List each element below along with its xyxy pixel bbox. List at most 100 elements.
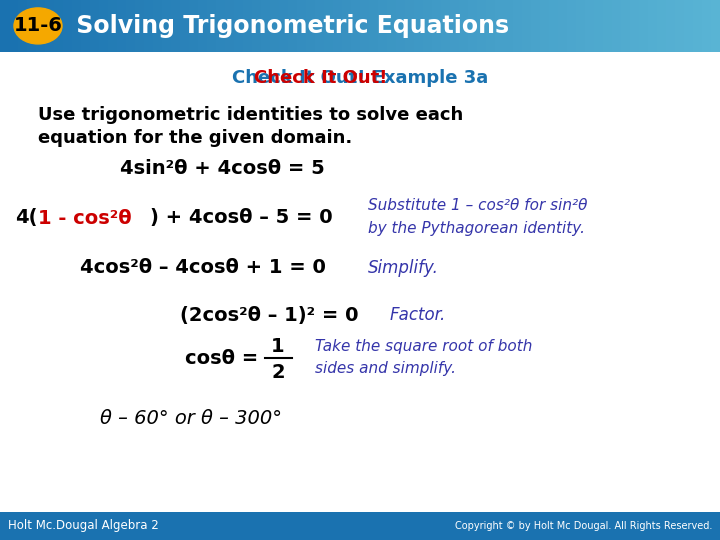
Bar: [648, 0, 658, 52]
Text: ) + 4cosθ – 5 = 0: ) + 4cosθ – 5 = 0: [150, 208, 333, 227]
Bar: [369, 0, 379, 52]
Text: 11-6: 11-6: [14, 16, 63, 36]
Text: θ – 60° or θ – 300°: θ – 60° or θ – 300°: [100, 408, 282, 428]
Bar: [180, 0, 190, 52]
Bar: [585, 0, 595, 52]
Bar: [684, 0, 694, 52]
Bar: [711, 0, 720, 52]
Text: Substitute 1 – cos²θ for sin²θ: Substitute 1 – cos²θ for sin²θ: [368, 199, 588, 213]
Text: (2cos²θ – 1)² = 0: (2cos²θ – 1)² = 0: [180, 306, 359, 325]
Bar: [702, 0, 712, 52]
Bar: [171, 0, 181, 52]
Text: 1 - cos²θ: 1 - cos²θ: [38, 208, 132, 227]
Bar: [495, 0, 505, 52]
Text: 4(: 4(: [15, 208, 37, 227]
Bar: [306, 0, 317, 52]
Bar: [288, 0, 299, 52]
Bar: [117, 0, 127, 52]
Text: Holt Mc.Dougal Algebra 2: Holt Mc.Dougal Algebra 2: [8, 519, 158, 532]
Bar: [90, 0, 101, 52]
Text: 4cos²θ – 4cosθ + 1 = 0: 4cos²θ – 4cosθ + 1 = 0: [80, 259, 326, 278]
Bar: [477, 0, 487, 52]
Bar: [162, 0, 173, 52]
Bar: [135, 0, 145, 52]
Bar: [405, 0, 415, 52]
Bar: [531, 0, 541, 52]
Bar: [594, 0, 604, 52]
Bar: [468, 0, 478, 52]
Circle shape: [14, 8, 62, 44]
Bar: [639, 0, 649, 52]
Bar: [333, 0, 343, 52]
Bar: [63, 0, 73, 52]
Bar: [0, 52, 720, 512]
Bar: [513, 0, 523, 52]
Bar: [243, 0, 253, 52]
Bar: [540, 0, 550, 52]
Text: Factor.: Factor.: [390, 306, 446, 324]
Bar: [387, 0, 397, 52]
Bar: [423, 0, 433, 52]
Text: Solving Trigonometric Equations: Solving Trigonometric Equations: [68, 14, 509, 38]
Text: Copyright © by Holt Mc Dougal. All Rights Reserved.: Copyright © by Holt Mc Dougal. All Right…: [454, 521, 712, 531]
Bar: [153, 0, 163, 52]
Bar: [225, 0, 235, 52]
Text: 1: 1: [271, 336, 285, 355]
Bar: [621, 0, 631, 52]
Bar: [630, 0, 641, 52]
Bar: [54, 0, 65, 52]
Bar: [558, 0, 569, 52]
Bar: [216, 0, 226, 52]
Text: 4sin²θ + 4cosθ = 5: 4sin²θ + 4cosθ = 5: [120, 159, 325, 178]
Bar: [675, 0, 685, 52]
Bar: [207, 0, 217, 52]
Bar: [45, 0, 55, 52]
Bar: [18, 0, 29, 52]
Bar: [36, 0, 46, 52]
Bar: [459, 0, 469, 52]
Bar: [504, 0, 514, 52]
Bar: [576, 0, 586, 52]
Bar: [198, 0, 209, 52]
Text: Take the square root of both: Take the square root of both: [315, 339, 532, 354]
Bar: [432, 0, 442, 52]
Bar: [99, 0, 109, 52]
Bar: [315, 0, 325, 52]
Bar: [378, 0, 389, 52]
Bar: [441, 0, 451, 52]
Bar: [657, 0, 667, 52]
Bar: [297, 0, 307, 52]
Bar: [252, 0, 262, 52]
Text: sides and simplify.: sides and simplify.: [315, 361, 456, 375]
Text: equation for the given domain.: equation for the given domain.: [38, 129, 352, 147]
Bar: [603, 0, 613, 52]
Bar: [0, 512, 720, 540]
Bar: [189, 0, 199, 52]
Bar: [450, 0, 461, 52]
Bar: [81, 0, 91, 52]
Bar: [414, 0, 424, 52]
Bar: [342, 0, 353, 52]
Bar: [108, 0, 119, 52]
Text: Check It Out!: Check It Out!: [253, 69, 387, 87]
Bar: [612, 0, 622, 52]
Bar: [486, 0, 497, 52]
Bar: [9, 0, 19, 52]
Bar: [693, 0, 703, 52]
Bar: [522, 0, 532, 52]
Bar: [567, 0, 577, 52]
Bar: [261, 0, 271, 52]
Bar: [666, 0, 677, 52]
Bar: [324, 0, 334, 52]
Text: by the Pythagorean identity.: by the Pythagorean identity.: [368, 220, 585, 235]
Bar: [270, 0, 281, 52]
Bar: [144, 0, 154, 52]
Text: Simplify.: Simplify.: [368, 259, 439, 277]
Bar: [360, 0, 370, 52]
Text: Use trigonometric identities to solve each: Use trigonometric identities to solve ea…: [38, 106, 463, 124]
Bar: [234, 0, 245, 52]
Bar: [72, 0, 82, 52]
Bar: [126, 0, 137, 52]
Bar: [396, 0, 407, 52]
Bar: [549, 0, 559, 52]
